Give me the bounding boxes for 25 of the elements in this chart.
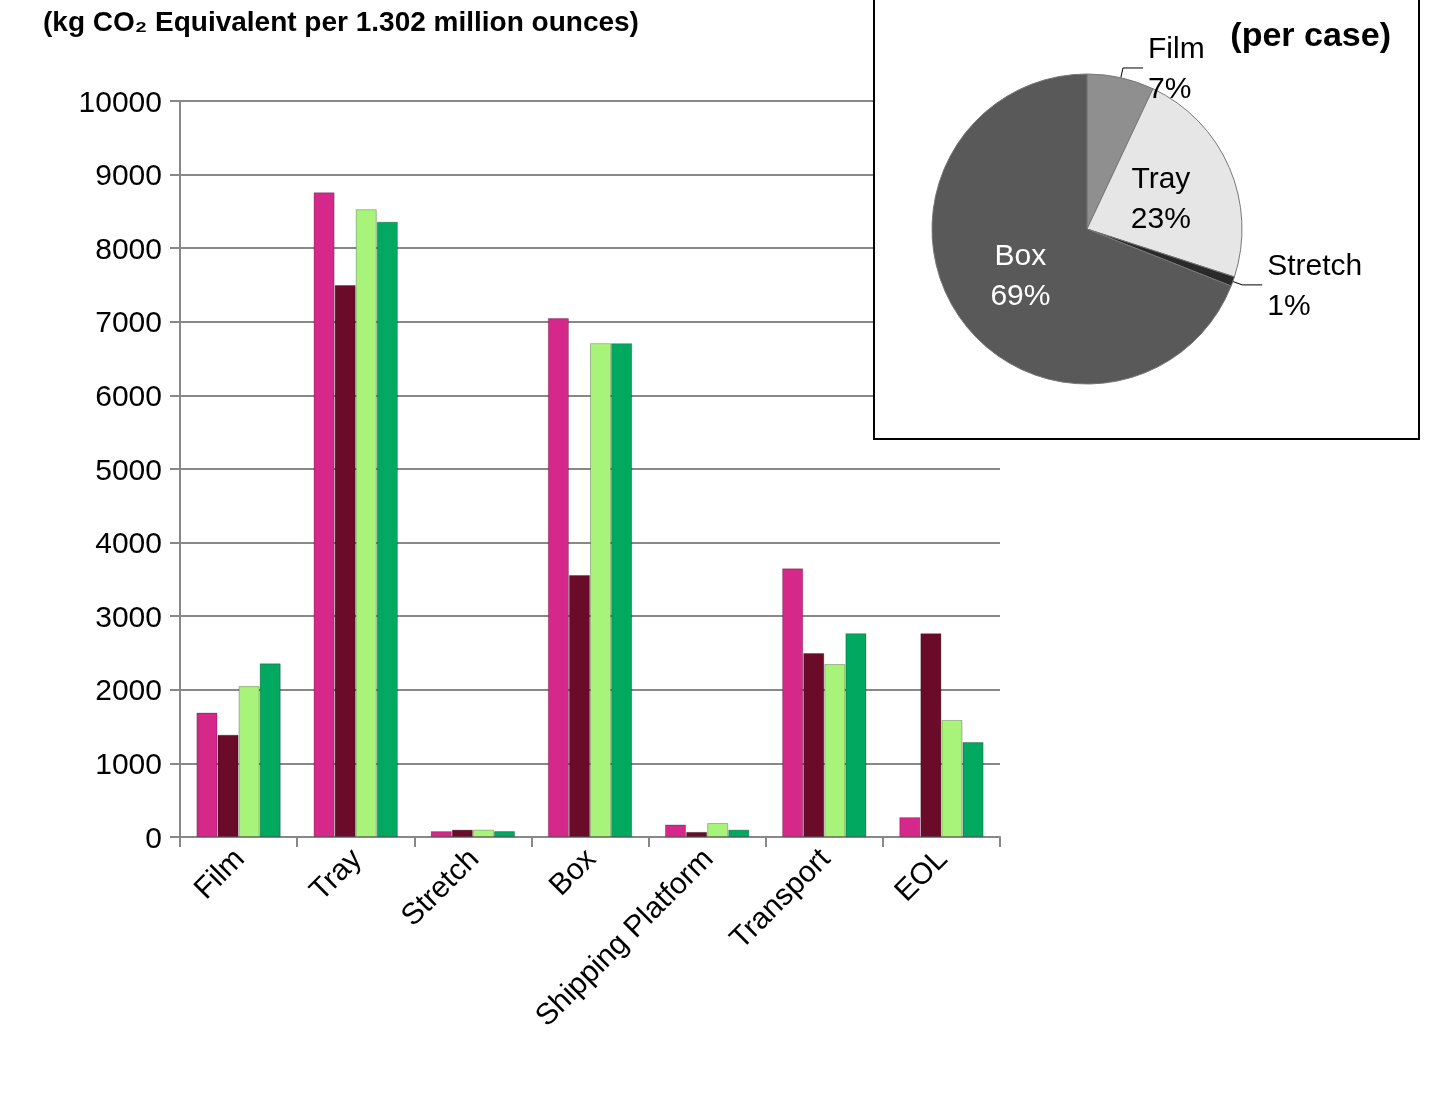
data-label: 23% bbox=[1130, 200, 1191, 234]
y-tick-label: 1000 bbox=[95, 746, 162, 780]
x-tick-label: Tray bbox=[302, 841, 368, 907]
y-tick-label: 0 bbox=[145, 820, 162, 854]
y-tick-label: 8000 bbox=[95, 231, 162, 265]
y-tick-label: 5000 bbox=[95, 452, 162, 486]
y-tick-label: 10000 bbox=[78, 84, 162, 118]
y-tick-label: 4000 bbox=[95, 526, 162, 560]
y-tick-label: 7000 bbox=[95, 305, 162, 339]
y-tick-label: 2000 bbox=[95, 673, 162, 707]
chart-title: (kg CO₂ Equivalent per 1.302 million ounces) bbox=[43, 5, 639, 37]
x-tick-label: EOL bbox=[887, 841, 954, 908]
x-tick-label: Box bbox=[541, 841, 602, 902]
y-tick-label: 6000 bbox=[95, 378, 162, 412]
slice-label: Tray bbox=[1131, 160, 1191, 194]
y-tick-label: 3000 bbox=[95, 599, 162, 633]
slice-label: Box bbox=[994, 237, 1047, 271]
x-tick-label: Film bbox=[186, 841, 251, 905]
chart-title: (per case) bbox=[1230, 15, 1391, 53]
data-label: 69% bbox=[990, 277, 1051, 311]
slice-label: Film bbox=[1147, 31, 1205, 65]
data-label: 1% bbox=[1267, 288, 1311, 322]
slice-label: Stretch bbox=[1267, 248, 1363, 282]
y-tick-label: 9000 bbox=[95, 158, 162, 192]
data-label: 7% bbox=[1147, 71, 1192, 105]
